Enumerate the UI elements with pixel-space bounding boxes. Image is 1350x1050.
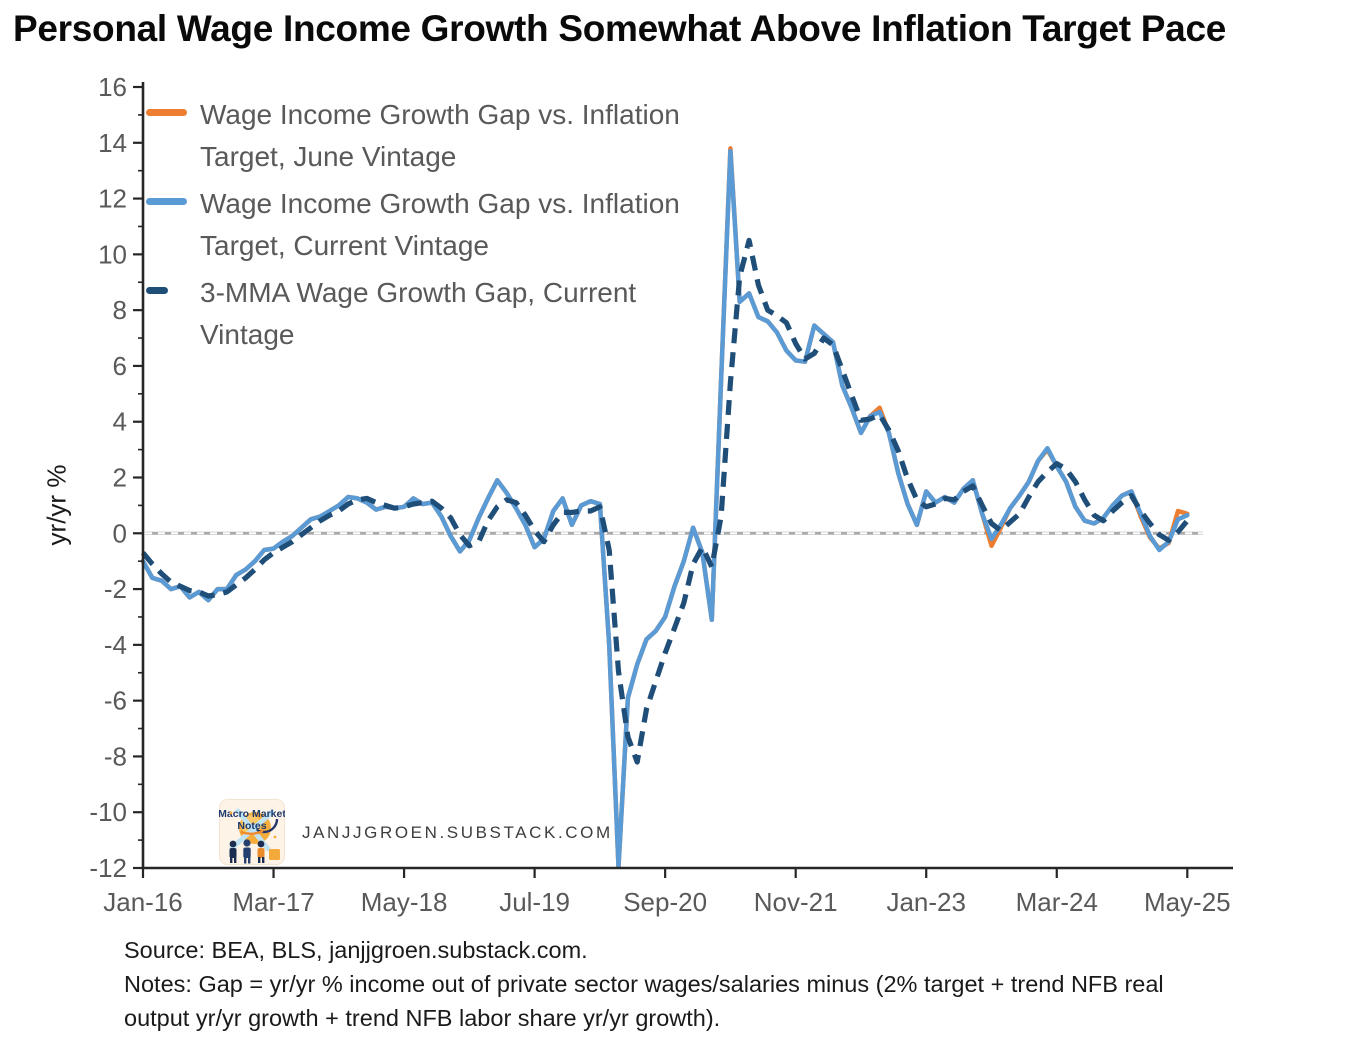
series-line-current-vintage [140,148,1190,869]
y-tick-label: -8 [104,741,127,771]
x-tick-label: May-25 [1144,887,1231,917]
legend-label-current-vintage: Wage Income Growth Gap vs. Inflation Tar… [200,183,680,267]
legend-item-3mma: 3-MMA Wage Growth Gap, Current Vintage [146,272,680,356]
logo-underline-swoosh [240,829,264,835]
y-tick-label: 14 [98,128,127,158]
x-tick-label: Mar-24 [1016,887,1098,917]
macro-market-notes-logo: Macro Market Notes [219,799,285,865]
notes-text: Notes: Gap = yr/yr % income out of priva… [124,971,1164,1031]
legend-label-line: Wage Income Growth Gap vs. Inflation [200,99,680,130]
legend-item-june-vintage: Wage Income Growth Gap vs. Inflation Tar… [146,94,680,178]
legend-label-line: 3-MMA Wage Growth Gap, Current [200,277,637,308]
x-tick-label: Sep-20 [623,887,707,917]
x-tick-label: Nov-21 [754,887,838,917]
y-tick-label: 10 [98,239,127,269]
x-tick-label: Jan-23 [886,887,966,917]
legend-label-line: Vintage [200,319,295,350]
y-tick-label: 12 [98,184,127,214]
logo-text-line2: Notes [237,820,266,832]
y-tick-label: 6 [113,351,127,381]
y-tick-label: 16 [98,72,127,102]
watermark-site-text: JANJJGROEN.SUBSTACK.COM [302,823,613,842]
y-tick-label: 8 [113,295,127,325]
y-tick-label: 0 [113,518,127,548]
logo-sparkle [229,811,233,815]
series-line-3mma-current-vintage [140,237,1190,765]
legend-label-june-vintage: Wage Income Growth Gap vs. Inflation Tar… [200,94,680,178]
footer-notes: Source: BEA, BLS, janjjgroen.substack.co… [124,933,1224,1035]
logo-text-line1: Macro Market [219,808,285,820]
y-tick-label: -2 [104,574,127,604]
legend-item-current-vintage: Wage Income Growth Gap vs. Inflation Tar… [146,183,680,267]
legend-label-line: Target, Current Vintage [200,230,489,261]
legend: Wage Income Growth Gap vs. Inflation Tar… [146,94,680,361]
legend-label-line: Target, June Vintage [200,141,457,172]
y-tick-label: -12 [89,853,127,883]
watermark: Macro Market Notes JANJJGROEN.SUBSTACK.C… [219,799,613,865]
logo-orange-square [269,849,280,860]
y-tick-label: -4 [104,630,127,660]
legend-swatch-june-vintage [146,109,187,116]
y-tick-label: -6 [104,686,127,716]
logo-orbit [249,804,279,834]
chart-title: Personal Wage Income Growth Somewhat Abo… [13,8,1227,49]
y-tick-label: -10 [89,797,127,827]
source-text: Source: BEA, BLS, janjjgroen.substack.co… [124,937,588,963]
x-tick-label: May-18 [361,887,448,917]
x-tick-label: Jan-16 [103,887,183,917]
legend-label-line: Wage Income Growth Gap vs. Inflation [200,188,680,219]
x-tick-label: Jul-19 [499,887,570,917]
legend-label-3mma: 3-MMA Wage Growth Gap, Current Vintage [200,272,636,356]
y-tick-label: 2 [113,463,127,493]
legend-swatch-3mma [146,287,168,294]
x-tick-label: Mar-17 [232,887,314,917]
logo-figures [229,839,265,864]
legend-swatch-current-vintage [146,198,187,205]
logo-sparkle [273,835,277,839]
y-tick-label: 4 [113,407,127,437]
